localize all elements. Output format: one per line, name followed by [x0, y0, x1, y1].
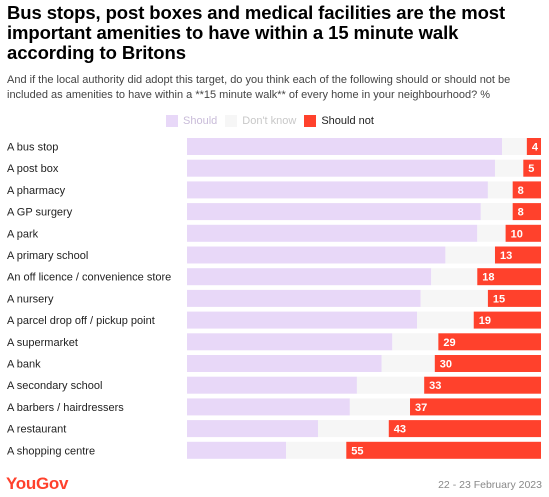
bar-don-t-know-a-gp-surgery: [480, 203, 513, 221]
category-label-a-gp-surgery: A GP surgery: [7, 207, 73, 219]
chart-title: Bus stops, post boxes and medical facili…: [7, 2, 506, 63]
data-label-should-not-a-primary-school: 13: [500, 250, 512, 262]
bar-should-a-supermarket: [187, 333, 393, 351]
category-label-a-primary-school: A primary school: [7, 250, 88, 262]
chart-subtitle: And if the local authority did adopt thi…: [7, 74, 511, 101]
bar-don-t-know-a-post-box: [494, 159, 524, 177]
bar-should-a-restaurant: [187, 420, 318, 438]
data-label-should-not-a-pharmacy: 8: [518, 185, 524, 197]
legend-swatch-should: [166, 115, 178, 127]
bar-should-a-nursery: [187, 289, 421, 307]
bar-don-t-know-a-parcel-drop-off-pickup-point: [417, 311, 474, 329]
bar-don-t-know-a-secondary-school: [356, 376, 425, 394]
bar-should-not-a-parcel-drop-off-pickup-point: [473, 311, 541, 329]
category-label-a-pharmacy: A pharmacy: [7, 185, 66, 197]
bar-should-a-gp-surgery: [187, 203, 481, 221]
bar-should-an-off-licence-convenience-store: [187, 268, 432, 286]
bar-should-a-bank: [187, 355, 382, 372]
bar-should-a-barbers-hairdressers: [187, 398, 350, 416]
legend-label-dont-know: Don't know: [242, 115, 297, 127]
bar-don-t-know-a-restaurant: [317, 420, 389, 438]
data-label-should-not-a-bus-stop: 4: [532, 142, 539, 154]
bar-don-t-know-a-bank: [381, 355, 435, 372]
bar-don-t-know-a-bus-stop: [502, 138, 527, 155]
bar-should-a-shopping-centre: [187, 441, 287, 459]
chart-legend: Should Don't know Should not: [166, 114, 382, 128]
bar-should-not-a-nursery: [487, 289, 541, 307]
bar-should-a-primary-school: [187, 246, 446, 264]
survey-date: 22 - 23 February 2023: [438, 479, 542, 491]
stacked-bar-chart: A bus stop 4 A post box 5 A pharmacy 8 A GP su…: [7, 138, 541, 459]
legend-label-should-not: Should not: [321, 115, 374, 127]
bar-should-not-a-pharmacy: [512, 181, 541, 199]
bar-should-not-a-primary-school: [494, 246, 541, 264]
bar-don-t-know-an-off-licence-convenience-store: [431, 268, 478, 286]
data-label-should-not-a-secondary-school: 33: [429, 380, 441, 392]
bar-should-a-post-box: [187, 159, 495, 177]
bar-don-t-know-a-park: [477, 224, 506, 242]
category-label-an-off-licence-convenience-store: An off licence / convenience store: [7, 272, 171, 284]
legend-item-should: Should: [166, 115, 217, 127]
data-label-should-not-a-supermarket: 29: [443, 337, 455, 349]
category-label-a-restaurant: A restaurant: [7, 424, 66, 436]
bar-should-not-a-restaurant: [388, 420, 541, 438]
legend-item-should-not: Should not: [304, 115, 374, 127]
data-label-should-not-a-parcel-drop-off-pickup-point: 19: [479, 315, 491, 327]
data-label-should-not-a-gp-surgery: 8: [518, 207, 524, 219]
bar-should-a-bus-stop: [187, 138, 503, 155]
bar-should-not-a-bus-stop: [526, 138, 541, 155]
data-label-should-not-a-bank: 30: [440, 359, 452, 371]
bar-don-t-know-a-nursery: [420, 289, 488, 307]
bar-should-not-a-post-box: [523, 159, 541, 177]
bar-don-t-know-a-barbers-hairdressers: [349, 398, 411, 416]
yougov-logo: YouGov: [6, 474, 69, 493]
category-label-a-barbers-hairdressers: A barbers / hairdressers: [7, 402, 124, 414]
data-label-should-not-a-restaurant: 43: [394, 424, 406, 436]
category-label-a-bank: A bank: [7, 359, 41, 371]
bar-should-not-a-shopping-centre: [346, 441, 541, 459]
data-label-should-not-a-park: 10: [511, 228, 523, 240]
bar-should-a-pharmacy: [187, 181, 488, 199]
category-label-a-post-box: A post box: [7, 163, 59, 175]
bar-don-t-know-a-supermarket: [392, 333, 439, 351]
category-label-a-parcel-drop-off-pickup-point: A parcel drop off / pickup point: [7, 315, 155, 327]
category-label-a-bus-stop: A bus stop: [7, 142, 58, 154]
bar-should-not-a-bank: [434, 355, 541, 372]
bar-should-not-a-barbers-hairdressers: [410, 398, 541, 416]
category-label-a-park: A park: [7, 228, 39, 240]
category-label-a-shopping-centre: A shopping centre: [7, 445, 95, 457]
legend-swatch-dont-know: [225, 115, 238, 127]
bar-should-not-a-secondary-school: [424, 376, 541, 394]
legend-item-dont-know: Don't know: [225, 115, 296, 127]
bar-don-t-know-a-shopping-centre: [286, 441, 347, 459]
bar-should-not-an-off-licence-convenience-store: [477, 268, 541, 286]
category-label-a-supermarket: A supermarket: [7, 337, 78, 349]
bar-don-t-know-a-primary-school: [445, 246, 495, 264]
bar-should-a-park: [187, 224, 478, 242]
data-label-should-not-an-off-licence-convenience-store: 18: [482, 272, 494, 284]
bar-should-not-a-park: [505, 224, 541, 242]
data-label-should-not-a-shopping-centre: 55: [351, 445, 363, 457]
bar-should-not-a-supermarket: [438, 333, 541, 351]
legend-label-should: Should: [183, 115, 218, 127]
legend-swatch-should-not: [304, 115, 317, 127]
bar-should-a-parcel-drop-off-pickup-point: [187, 311, 418, 329]
bar-don-t-know-a-pharmacy: [487, 181, 513, 199]
category-label-a-nursery: A nursery: [7, 293, 54, 305]
data-label-should-not-a-nursery: 15: [493, 293, 505, 305]
bar-should-not-a-gp-surgery: [512, 203, 541, 221]
bar-should-a-secondary-school: [187, 376, 357, 394]
category-label-a-secondary-school: A secondary school: [7, 380, 102, 392]
data-label-should-not-a-barbers-hairdressers: 37: [415, 402, 427, 414]
data-label-should-not-a-post-box: 5: [528, 163, 534, 175]
